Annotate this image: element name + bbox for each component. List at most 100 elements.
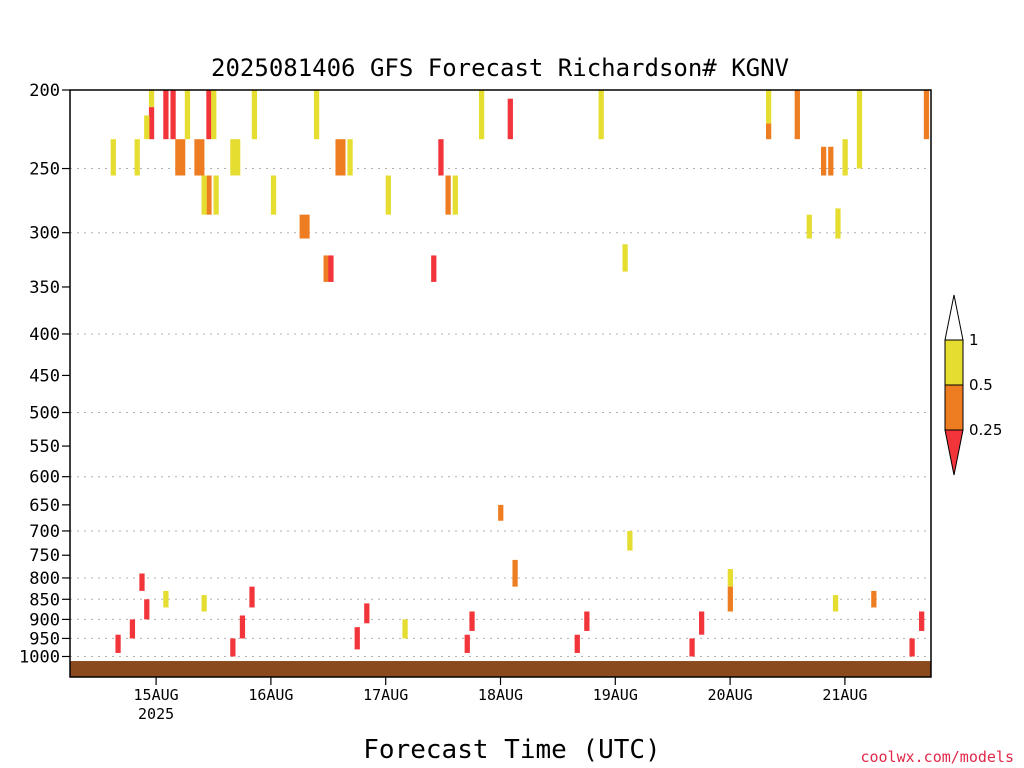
x-tick-label: 16AUG bbox=[248, 686, 293, 704]
legend-label: 0.25 bbox=[969, 421, 1002, 439]
legend-swatch bbox=[944, 384, 964, 431]
data-cell bbox=[919, 611, 925, 631]
data-cell bbox=[347, 139, 353, 176]
data-cell bbox=[163, 590, 169, 608]
y-tick-label: 600 bbox=[29, 468, 60, 488]
data-cell bbox=[211, 90, 217, 140]
y-tick-label: 500 bbox=[29, 404, 60, 424]
site-credit: coolwx.com/models bbox=[860, 748, 1014, 766]
data-cells bbox=[110, 90, 930, 657]
y-tick-label: 750 bbox=[29, 546, 60, 566]
data-cell bbox=[129, 619, 136, 639]
data-cell bbox=[584, 611, 590, 631]
data-cell bbox=[689, 638, 695, 657]
data-cell bbox=[235, 139, 241, 176]
data-cell bbox=[478, 90, 485, 140]
y-tick-label: 1000 bbox=[19, 647, 60, 667]
legend-swatch bbox=[944, 339, 964, 386]
data-cell bbox=[194, 139, 200, 176]
data-cell bbox=[699, 611, 705, 635]
data-cell bbox=[464, 634, 470, 653]
data-cell bbox=[402, 619, 408, 639]
data-cell bbox=[385, 175, 391, 215]
data-cell bbox=[727, 586, 733, 612]
legend: 1 0.5 0.25 bbox=[944, 294, 1002, 476]
data-cell bbox=[180, 139, 186, 176]
data-cell bbox=[512, 559, 518, 587]
data-cell bbox=[148, 107, 155, 140]
data-cell bbox=[304, 214, 310, 239]
data-cell bbox=[213, 175, 219, 215]
x-axis-title: Forecast Time (UTC) bbox=[363, 735, 660, 765]
y-tick-label: 350 bbox=[29, 278, 60, 298]
data-cell bbox=[299, 214, 305, 239]
data-cell bbox=[323, 255, 329, 282]
x-tick-label: 20AUG bbox=[708, 686, 753, 704]
data-cell bbox=[832, 595, 839, 612]
x-tick-label: 19AUG bbox=[593, 686, 638, 704]
data-cell bbox=[806, 214, 812, 239]
y-tick-label: 200 bbox=[29, 81, 60, 101]
y-tick-label: 650 bbox=[29, 496, 60, 516]
data-cell bbox=[452, 175, 458, 215]
y-tick-label: 400 bbox=[29, 325, 60, 345]
data-cell bbox=[251, 90, 258, 140]
ground-layer bbox=[70, 661, 931, 677]
y-tick-label: 900 bbox=[29, 610, 60, 630]
data-cell bbox=[445, 175, 451, 215]
y-tick-label: 450 bbox=[29, 366, 60, 386]
data-cell bbox=[115, 634, 121, 653]
grid bbox=[70, 168, 931, 657]
data-cell bbox=[199, 139, 205, 176]
data-cell bbox=[144, 599, 150, 620]
y-tick-label: 850 bbox=[29, 590, 60, 610]
data-cell bbox=[438, 139, 444, 176]
data-cell bbox=[856, 90, 863, 169]
data-cell bbox=[249, 586, 255, 608]
data-cell bbox=[828, 146, 834, 176]
data-cell bbox=[335, 139, 341, 176]
data-cell bbox=[148, 90, 155, 108]
data-cell bbox=[206, 175, 212, 215]
y-tick-label: 800 bbox=[29, 569, 60, 589]
y-tick-label: 250 bbox=[29, 160, 60, 180]
data-cell bbox=[469, 611, 475, 631]
y-tick-label: 550 bbox=[29, 437, 60, 457]
data-cell bbox=[134, 139, 140, 176]
data-cell bbox=[170, 90, 176, 140]
legend-label: 0.5 bbox=[969, 376, 993, 394]
data-cell bbox=[175, 139, 181, 176]
chart-title: 2025081406 GFS Forecast Richardson# KGNV bbox=[211, 54, 789, 82]
data-cell bbox=[507, 98, 513, 140]
data-cell bbox=[727, 569, 733, 587]
legend-label: 1 bbox=[969, 331, 979, 349]
data-cell bbox=[765, 123, 772, 140]
x-tick-label: 18AUG bbox=[478, 686, 523, 704]
data-cell bbox=[574, 634, 580, 653]
legend-swatch-top bbox=[944, 294, 964, 341]
data-cell bbox=[230, 638, 236, 657]
data-cell bbox=[627, 530, 633, 551]
data-cell bbox=[835, 208, 841, 239]
data-cell bbox=[622, 244, 628, 272]
data-cell bbox=[201, 175, 207, 215]
data-cell bbox=[206, 90, 212, 140]
data-cell bbox=[110, 139, 116, 176]
data-cell bbox=[163, 90, 169, 140]
data-cell bbox=[201, 595, 207, 612]
data-cell bbox=[909, 638, 915, 657]
legend-swatch-bottom bbox=[944, 429, 964, 476]
data-cell bbox=[871, 590, 877, 608]
data-cell bbox=[923, 90, 930, 140]
data-cell bbox=[598, 90, 604, 140]
data-cell bbox=[184, 90, 191, 140]
x-tick-label: 17AUG bbox=[363, 686, 408, 704]
data-cell bbox=[230, 139, 236, 176]
data-cell bbox=[820, 146, 827, 176]
y-tick-label: 300 bbox=[29, 224, 60, 244]
y-axis: 200 250 300 350 400 450 500 550 600 650 700 750 8008… bbox=[19, 81, 70, 667]
data-cell bbox=[364, 603, 370, 624]
plot-frame bbox=[69, 89, 932, 678]
data-cell bbox=[765, 90, 772, 124]
